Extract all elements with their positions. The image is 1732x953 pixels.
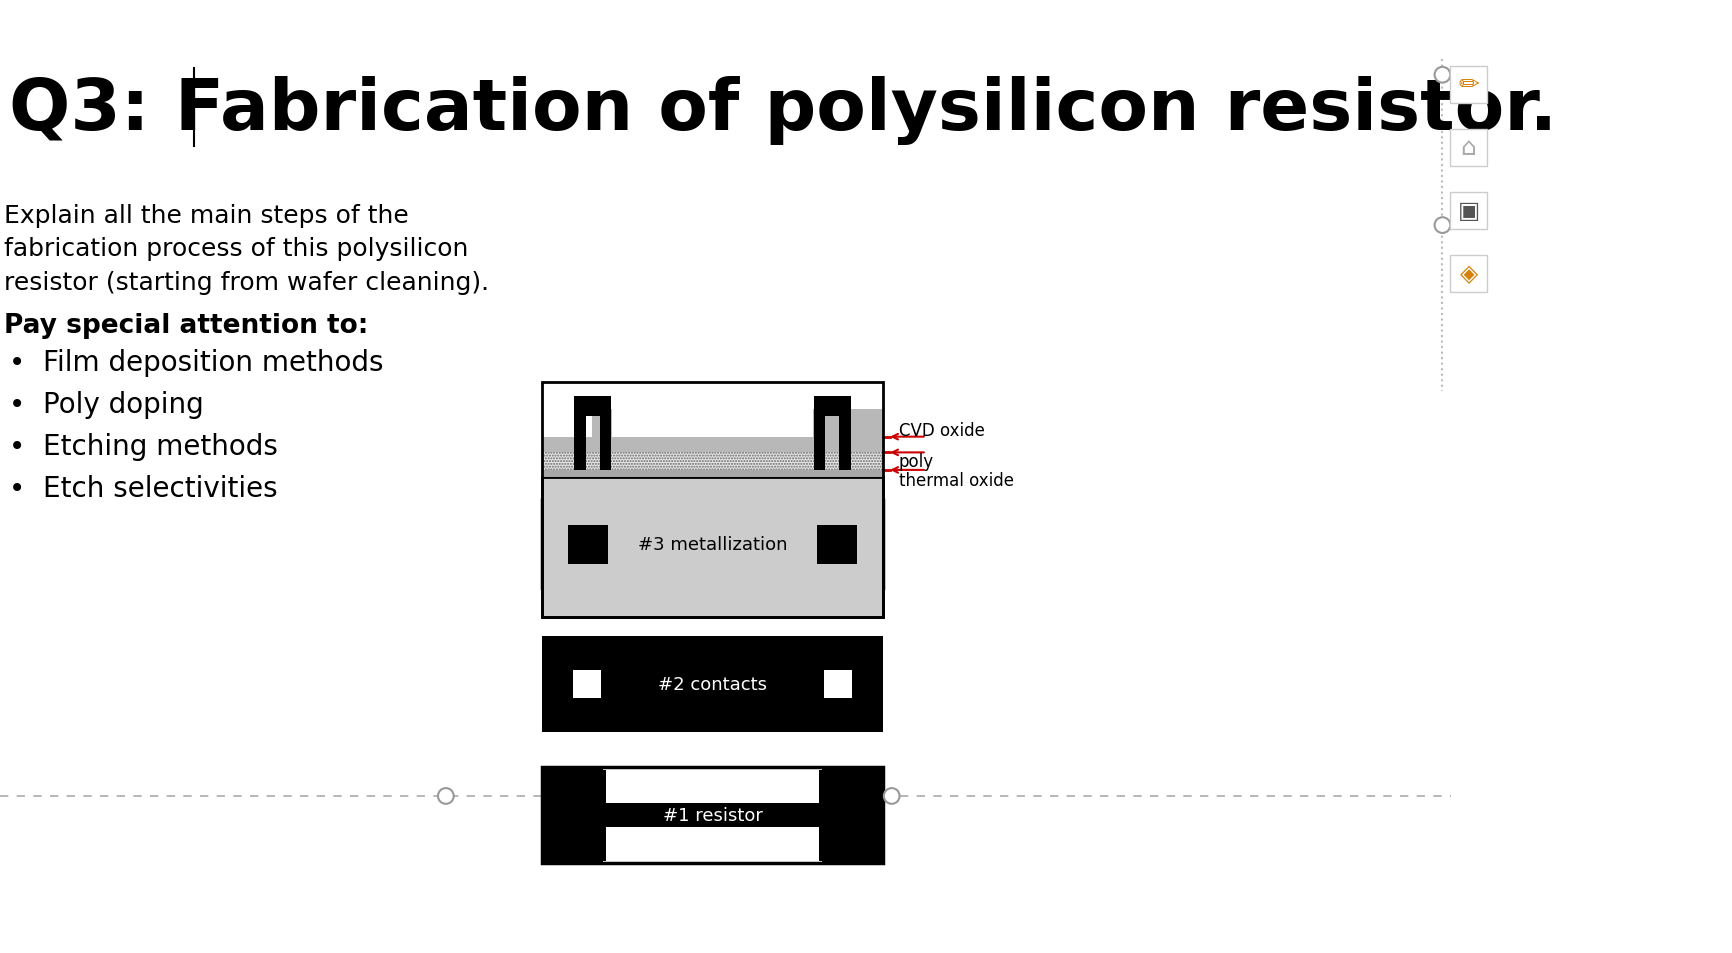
Bar — [542, 767, 883, 863]
Bar — [1450, 255, 1488, 293]
Text: resistor (starting from wafer cleaning).: resistor (starting from wafer cleaning). — [5, 271, 490, 294]
Bar — [575, 396, 611, 416]
Text: ◈: ◈ — [1460, 262, 1477, 286]
Bar — [606, 827, 819, 861]
Bar — [603, 803, 821, 827]
Text: •  Poly doping: • Poly doping — [9, 391, 203, 419]
Text: poly: poly — [899, 453, 934, 471]
Bar — [840, 405, 850, 471]
Text: ⌂: ⌂ — [1460, 136, 1477, 160]
Bar — [542, 471, 883, 477]
Bar — [568, 525, 608, 564]
Bar — [542, 453, 883, 471]
Text: thermal oxide: thermal oxide — [899, 472, 1013, 490]
Bar — [575, 405, 585, 471]
Bar — [542, 383, 883, 618]
Bar — [542, 477, 883, 618]
Text: Explain all the main steps of the: Explain all the main steps of the — [5, 204, 409, 228]
Bar — [1450, 193, 1488, 230]
Bar — [818, 525, 857, 564]
Text: ▣: ▣ — [1458, 199, 1479, 223]
Bar — [542, 637, 883, 732]
Text: #2 contacts: #2 contacts — [658, 676, 767, 694]
Bar — [542, 405, 592, 437]
Bar — [814, 405, 824, 471]
Text: •  Etch selectivities: • Etch selectivities — [9, 475, 277, 503]
Text: •  Film deposition methods: • Film deposition methods — [9, 349, 383, 377]
Text: CVD oxide: CVD oxide — [899, 421, 984, 439]
Text: ✏: ✏ — [1458, 73, 1479, 97]
Text: #3 metallization: #3 metallization — [637, 536, 788, 554]
Bar — [542, 437, 883, 453]
Circle shape — [883, 788, 899, 804]
Bar — [606, 770, 819, 803]
Bar — [812, 409, 883, 453]
Bar — [553, 416, 592, 437]
Text: •  Etching methods: • Etching methods — [9, 433, 277, 461]
Bar — [573, 670, 601, 699]
Circle shape — [438, 788, 454, 804]
Bar — [542, 409, 611, 453]
Text: Pay special attention to:: Pay special attention to: — [5, 313, 369, 338]
Bar — [814, 396, 850, 416]
Bar — [542, 453, 883, 471]
Text: #1 resistor: #1 resistor — [663, 806, 762, 824]
Bar — [542, 501, 883, 588]
Bar — [542, 767, 603, 863]
Bar — [824, 670, 852, 699]
Bar — [599, 405, 611, 471]
Bar — [1450, 67, 1488, 104]
Bar — [544, 770, 880, 861]
Bar — [1450, 130, 1488, 167]
Circle shape — [1434, 68, 1450, 84]
Circle shape — [1434, 218, 1450, 233]
Text: fabrication process of this polysilicon: fabrication process of this polysilicon — [5, 237, 469, 261]
Bar — [821, 767, 883, 863]
Text: Q3: Fabrication of polysilicon resistor.: Q3: Fabrication of polysilicon resistor. — [9, 75, 1557, 145]
